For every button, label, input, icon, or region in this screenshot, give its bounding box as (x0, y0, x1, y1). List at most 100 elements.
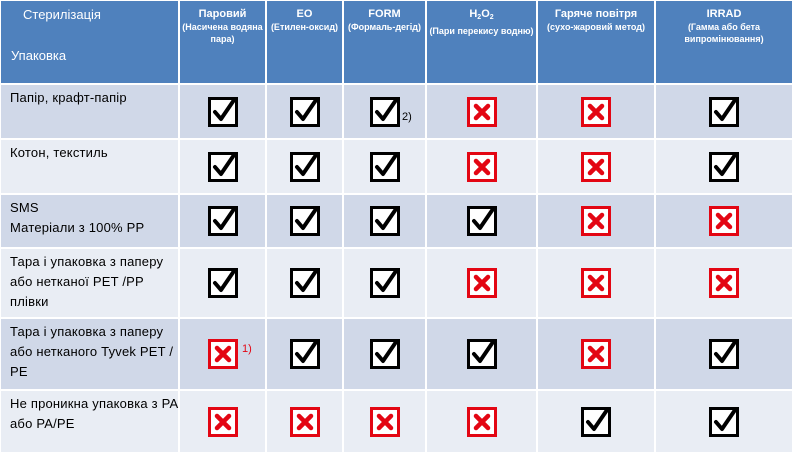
mark-cell (267, 195, 344, 249)
check-icon (369, 151, 400, 182)
cross-icon (709, 268, 739, 298)
check-icon (709, 339, 739, 369)
cross-icon (207, 339, 238, 369)
corner-sterilization-label: Стерилізація (23, 7, 101, 22)
corner-packaging-label: Упаковка (11, 48, 67, 63)
header-form-title: FORM (368, 8, 401, 20)
mark-cell (344, 140, 427, 195)
header-steam-title: Паровий (198, 8, 247, 20)
check-icon (709, 406, 739, 437)
cross-icon (466, 268, 497, 298)
mark-cell (538, 195, 656, 249)
mark-cell (656, 319, 794, 391)
header-irrad-title: IRRAD (706, 8, 742, 20)
check-icon (466, 339, 497, 369)
check-icon (207, 96, 238, 127)
row-label-cell: Тара і упаковка з паперу або нетканої PE… (1, 249, 180, 319)
row-label-cell: Не проникна упаковка з PA або PA/PE (1, 391, 180, 454)
header-h2o2-subtitle: (Пари перекису водню) (429, 26, 534, 36)
header-form: FORM (Формаль-дегід) (344, 1, 427, 85)
mark-cell (538, 85, 656, 140)
check-icon (289, 206, 320, 236)
mark-cell (267, 391, 344, 454)
check-icon (289, 339, 320, 369)
mark-cell (180, 391, 267, 454)
header-form-subtitle: (Формаль-дегід) (347, 22, 422, 32)
row-label: Папір, крафт-папір (10, 90, 127, 105)
header-row: Стерилізація Упаковка Паровий (Насичена … (1, 1, 794, 85)
row-label-cell: Тара і упаковка з паперу або нетканого T… (1, 319, 180, 391)
mark-cell (427, 249, 538, 319)
check-icon (369, 206, 400, 236)
cross-icon (207, 406, 238, 437)
row-label: SMS Матеріали з 100% PP (10, 200, 145, 235)
cross-icon (581, 96, 611, 127)
cross-icon (709, 206, 739, 236)
table-row: SMS Матеріали з 100% PP (1, 195, 794, 249)
row-label: Тара і упаковка з паперу або нетканої PE… (10, 254, 164, 309)
check-icon (289, 151, 320, 182)
mark-cell (656, 140, 794, 195)
mark-cell (538, 249, 656, 319)
mark-cell (538, 391, 656, 454)
check-icon (581, 406, 611, 437)
header-steam: Паровий (Насичена водяна пара) (180, 1, 267, 85)
table-row: Тара і упаковка з паперу або нетканого T… (1, 319, 794, 391)
cross-icon (369, 406, 400, 437)
footnote-2: 2) (402, 111, 412, 123)
check-icon (466, 206, 497, 236)
mark-cell (344, 195, 427, 249)
mark-cell (427, 319, 538, 391)
cross-icon (289, 406, 320, 437)
header-corner: Стерилізація Упаковка (1, 1, 180, 85)
header-irrad-subtitle: (Гамма або бета випромінювання) (684, 22, 764, 44)
mark-cell (180, 195, 267, 249)
cross-icon (466, 96, 497, 127)
check-icon (709, 151, 739, 182)
mark-cell (267, 249, 344, 319)
mark-cell (267, 319, 344, 391)
mark-cell (427, 140, 538, 195)
row-label: Не проникна упаковка з PA або PA/PE (10, 396, 178, 431)
row-label-cell: Папір, крафт-папір (1, 85, 180, 140)
header-hot-air: Гаряче повітря (сухо-жаровий метод) (538, 1, 656, 85)
header-eo-title: EO (296, 8, 313, 20)
table-row: Тара і упаковка з паперу або нетканої PE… (1, 249, 794, 319)
cross-icon (581, 268, 611, 298)
mark-cell (427, 85, 538, 140)
mark-cell (344, 249, 427, 319)
header-eo: EO (Етилен-оксид) (267, 1, 344, 85)
check-icon (289, 96, 320, 127)
mark-cell (267, 85, 344, 140)
mark-cell (180, 140, 267, 195)
mark-cell (656, 249, 794, 319)
cross-icon (581, 206, 611, 236)
check-icon (289, 268, 320, 298)
mark-cell: 1) (180, 319, 267, 391)
row-label-cell: Котон, текстиль (1, 140, 180, 195)
check-icon (709, 96, 739, 127)
table-row: Котон, текстиль (1, 140, 794, 195)
mark-cell (538, 319, 656, 391)
check-icon (207, 268, 238, 298)
mark-cell (344, 391, 427, 454)
header-steam-subtitle: (Насичена водяна пара) (182, 22, 263, 44)
header-h2o2-title: H2O2 (469, 8, 494, 21)
mark-cell (427, 391, 538, 454)
check-icon (207, 206, 238, 236)
table-row: Папір, крафт-папір 2) (1, 85, 794, 140)
header-h2o2: H2O2 (Пари перекису водню) (427, 1, 538, 85)
check-icon (207, 151, 238, 182)
mark-cell (656, 391, 794, 454)
check-icon (369, 96, 400, 127)
cross-icon (581, 151, 611, 182)
table-row: Не проникна упаковка з PA або PA/PE (1, 391, 794, 454)
check-icon (369, 268, 400, 298)
mark-cell (656, 195, 794, 249)
mark-cell: 2) (344, 85, 427, 140)
check-icon (369, 339, 400, 369)
cross-icon (466, 151, 497, 182)
mark-cell (427, 195, 538, 249)
row-label-cell: SMS Матеріали з 100% PP (1, 195, 180, 249)
